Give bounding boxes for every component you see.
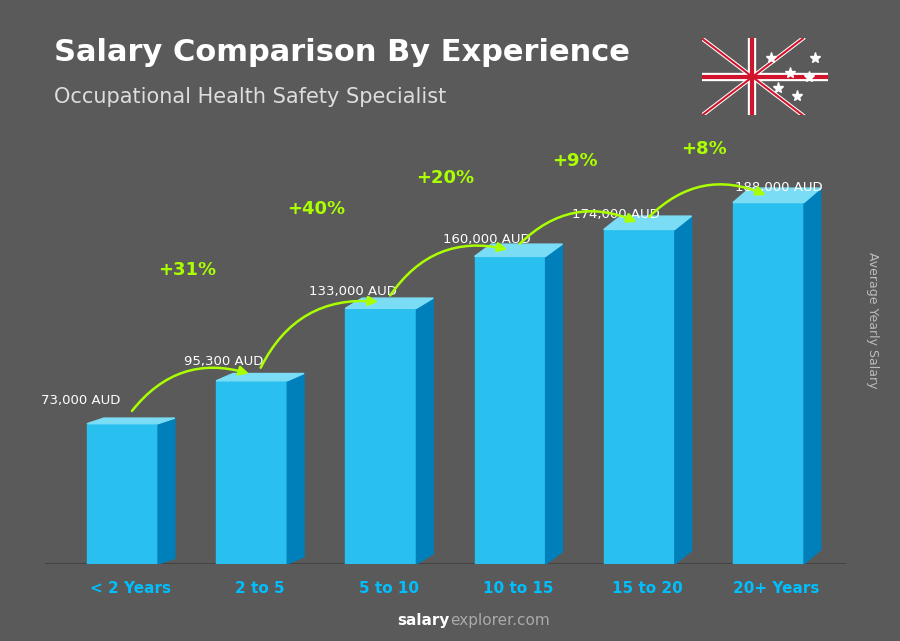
FancyArrowPatch shape — [649, 185, 763, 217]
Text: Salary Comparison By Experience: Salary Comparison By Experience — [54, 38, 630, 67]
Text: 95,300 AUD: 95,300 AUD — [184, 355, 263, 368]
Polygon shape — [216, 374, 304, 381]
Text: explorer.com: explorer.com — [450, 613, 550, 628]
Text: 2 to 5: 2 to 5 — [235, 581, 284, 596]
Text: 73,000 AUD: 73,000 AUD — [41, 394, 121, 407]
Text: 10 to 15: 10 to 15 — [482, 581, 554, 596]
FancyArrowPatch shape — [391, 244, 505, 296]
Text: 188,000 AUD: 188,000 AUD — [735, 181, 823, 194]
Polygon shape — [604, 216, 691, 229]
FancyArrowPatch shape — [261, 297, 375, 368]
FancyArrowPatch shape — [520, 212, 634, 244]
Polygon shape — [417, 298, 433, 564]
Text: < 2 Years: < 2 Years — [90, 581, 171, 596]
Text: Occupational Health Safety Specialist: Occupational Health Safety Specialist — [54, 87, 446, 106]
Bar — [604, 229, 675, 564]
Polygon shape — [87, 418, 175, 424]
Polygon shape — [733, 188, 821, 203]
Polygon shape — [675, 216, 691, 564]
Text: 15 to 20: 15 to 20 — [612, 581, 682, 596]
Text: 160,000 AUD: 160,000 AUD — [443, 233, 531, 246]
Polygon shape — [545, 244, 562, 564]
Bar — [474, 256, 545, 564]
FancyArrowPatch shape — [132, 367, 247, 411]
Polygon shape — [287, 374, 304, 564]
Text: 174,000 AUD: 174,000 AUD — [572, 208, 660, 221]
Bar — [733, 203, 804, 564]
Polygon shape — [804, 188, 821, 564]
Polygon shape — [346, 298, 433, 308]
Text: 5 to 10: 5 to 10 — [359, 581, 418, 596]
Text: +9%: +9% — [552, 152, 598, 170]
Bar — [216, 381, 287, 564]
Bar — [346, 308, 417, 564]
Text: 133,000 AUD: 133,000 AUD — [309, 285, 396, 297]
Text: +8%: +8% — [681, 140, 727, 158]
Text: Average Yearly Salary: Average Yearly Salary — [867, 253, 879, 388]
Bar — [87, 424, 158, 564]
Text: +20%: +20% — [417, 169, 474, 187]
Polygon shape — [158, 418, 175, 564]
Text: +31%: +31% — [158, 262, 216, 279]
Text: 20+ Years: 20+ Years — [733, 581, 819, 596]
Text: salary: salary — [398, 613, 450, 628]
Text: +40%: +40% — [287, 200, 346, 218]
Polygon shape — [474, 244, 562, 256]
